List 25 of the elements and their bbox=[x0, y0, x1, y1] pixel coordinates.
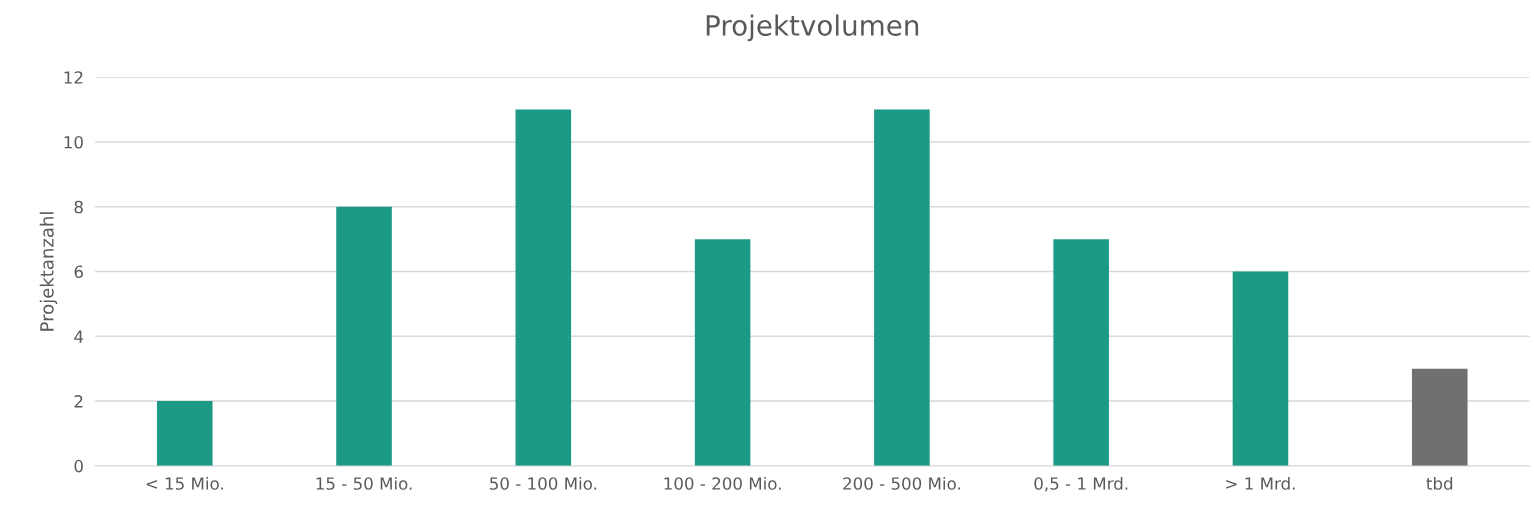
y-tick-label: 2 bbox=[74, 395, 83, 408]
bar bbox=[515, 109, 572, 466]
bar bbox=[1232, 271, 1289, 466]
y-tick-label: 8 bbox=[74, 200, 83, 214]
bar bbox=[156, 401, 213, 466]
x-tick-label: 50 - 100 Mio. bbox=[490, 476, 597, 490]
x-tick-label: 200 - 500 Mio. bbox=[843, 476, 960, 490]
y-axis-title: Projektanzahl bbox=[39, 212, 58, 331]
bar bbox=[1411, 368, 1468, 466]
bar bbox=[336, 206, 392, 466]
bar bbox=[694, 239, 751, 466]
x-tick-label: tbd bbox=[1426, 476, 1453, 490]
x-tick-label: > 1 Mrd. bbox=[1226, 476, 1295, 490]
y-tick-label: 12 bbox=[64, 71, 83, 84]
x-tick-label: 15 - 50 Mio. bbox=[316, 476, 412, 490]
y-tick-label: 6 bbox=[74, 265, 83, 279]
x-tick-label: 100 - 200 Mio. bbox=[664, 476, 781, 490]
y-tick-label: 0 bbox=[74, 459, 83, 473]
chart-title: Projektvolumen bbox=[706, 14, 919, 42]
y-tick-label: 4 bbox=[74, 330, 84, 343]
bar bbox=[1053, 239, 1109, 466]
x-tick-label: 0,5 - 1 Mrd. bbox=[1034, 476, 1128, 492]
y-tick-label: 10 bbox=[64, 135, 83, 149]
bar bbox=[874, 109, 930, 466]
x-tick-label: < 15 Mio. bbox=[146, 476, 223, 490]
